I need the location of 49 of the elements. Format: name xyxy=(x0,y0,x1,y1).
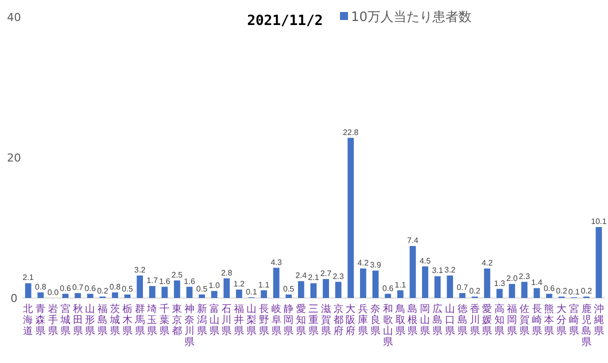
data-label: 2.0 xyxy=(506,274,518,283)
data-label: 3.9 xyxy=(370,260,382,270)
legend-label: 10万人当たり患者数 xyxy=(351,10,472,25)
data-label: 2.1 xyxy=(308,273,320,282)
data-label: 0.5 xyxy=(122,284,133,294)
data-label: 0.2 xyxy=(580,286,592,296)
data-label: 0.7 xyxy=(456,283,468,292)
data-label: 1.0 xyxy=(208,280,220,290)
data-label: 0.6 xyxy=(382,284,394,293)
data-label: 2.8 xyxy=(221,268,232,278)
data-label: 3.1 xyxy=(432,266,444,276)
data-label: 22.8 xyxy=(342,128,358,137)
data-label: 4.2 xyxy=(358,258,369,268)
data-label: 0.6 xyxy=(60,284,71,293)
data-label: 1.3 xyxy=(494,278,506,288)
data-label: 4.3 xyxy=(270,258,282,267)
data-label: 2.5 xyxy=(172,270,183,280)
data-label: 0.2 xyxy=(97,286,108,296)
data-label: 4.5 xyxy=(420,256,431,266)
data-label: 1.6 xyxy=(159,276,170,286)
data-label: 2.4 xyxy=(296,271,307,280)
data-label: 0.8 xyxy=(109,282,121,292)
data-label: 2.7 xyxy=(320,269,332,278)
data-label: 0.2 xyxy=(469,286,480,296)
data-label: 0.7 xyxy=(72,283,84,292)
data-label: 2.3 xyxy=(518,272,530,281)
data-label: 1.4 xyxy=(531,278,542,288)
data-label: 1.1 xyxy=(394,280,406,290)
data-label: 3.2 xyxy=(444,266,456,275)
data-label: 1.1 xyxy=(258,280,270,290)
data-label: 2.1 xyxy=(22,273,34,282)
data-label: 0.0 xyxy=(47,288,59,297)
data-label: 0.6 xyxy=(544,284,555,293)
data-label: 0.5 xyxy=(283,284,294,294)
data-label: 0.1 xyxy=(568,287,580,296)
data-label: 0.6 xyxy=(84,284,96,293)
data-label: 2.3 xyxy=(332,272,344,281)
data-label: 10.1 xyxy=(591,217,607,226)
data-label: 1.6 xyxy=(184,276,196,286)
data-label: 3.2 xyxy=(134,266,146,275)
data-label: 1.2 xyxy=(234,280,245,289)
data-label: 0.1 xyxy=(246,287,258,296)
data-label: 0.5 xyxy=(196,284,208,294)
data-label: 0.2 xyxy=(556,286,568,296)
data-label: 0.8 xyxy=(35,282,46,292)
data-label: 1.7 xyxy=(146,276,158,286)
data-label: 4.2 xyxy=(482,258,493,268)
chart-title: 2021/11/2 xyxy=(247,13,323,29)
data-label: 7.4 xyxy=(407,236,418,246)
